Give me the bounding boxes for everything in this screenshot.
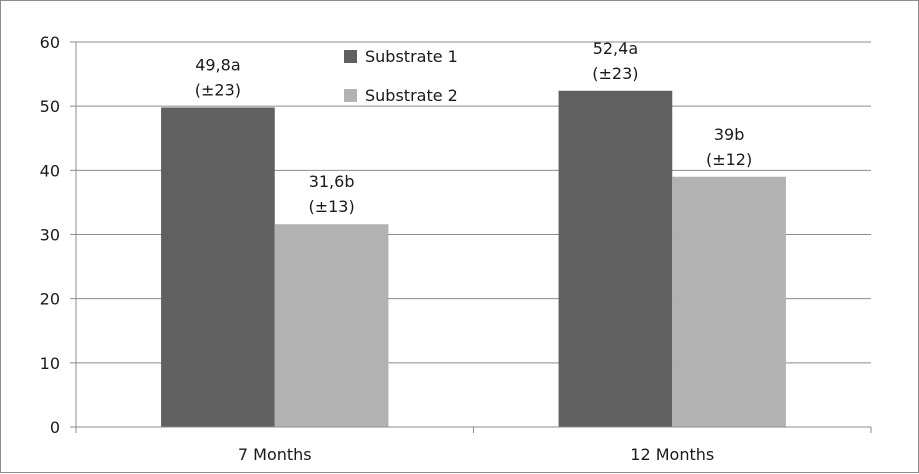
y-tick-label: 0: [50, 418, 60, 437]
legend-swatch: [344, 50, 357, 63]
y-tick-label: 20: [40, 290, 60, 309]
data-labels: 49,8a (±23) 31,6b (±13) 52,4a (±23) 39b (±12): [195, 39, 752, 216]
data-label: 49,8a: [195, 55, 240, 74]
data-label: (±13): [308, 197, 354, 216]
data-label: 31,6b: [309, 172, 355, 191]
bar: [161, 107, 275, 427]
x-tick-label: 7 Months: [238, 445, 312, 464]
y-axis-ticks: 0 10 20 30 40 50 60: [40, 33, 76, 437]
data-label: (±12): [706, 150, 752, 169]
y-tick-label: 30: [40, 226, 60, 245]
bar: [274, 224, 389, 427]
legend-label: Substrate 1: [365, 47, 458, 66]
y-tick-label: 40: [40, 161, 60, 180]
data-label: (±23): [195, 80, 241, 99]
data-label: 39b: [714, 125, 745, 144]
x-axis-ticks: 7 Months 12 Months: [75, 427, 872, 464]
bar: [558, 90, 673, 428]
legend-label: Substrate 2: [365, 86, 458, 105]
bar: [672, 176, 786, 427]
y-tick-label: 10: [40, 354, 60, 373]
legend: Substrate 1 Substrate 2: [344, 47, 458, 105]
y-tick-label: 50: [40, 97, 60, 116]
legend-swatch: [344, 89, 357, 102]
x-tick-label: 12 Months: [630, 445, 714, 464]
bars: [161, 90, 786, 428]
y-tick-label: 60: [40, 33, 60, 52]
data-label: 52,4a: [593, 39, 638, 58]
data-label: (±23): [592, 64, 638, 83]
